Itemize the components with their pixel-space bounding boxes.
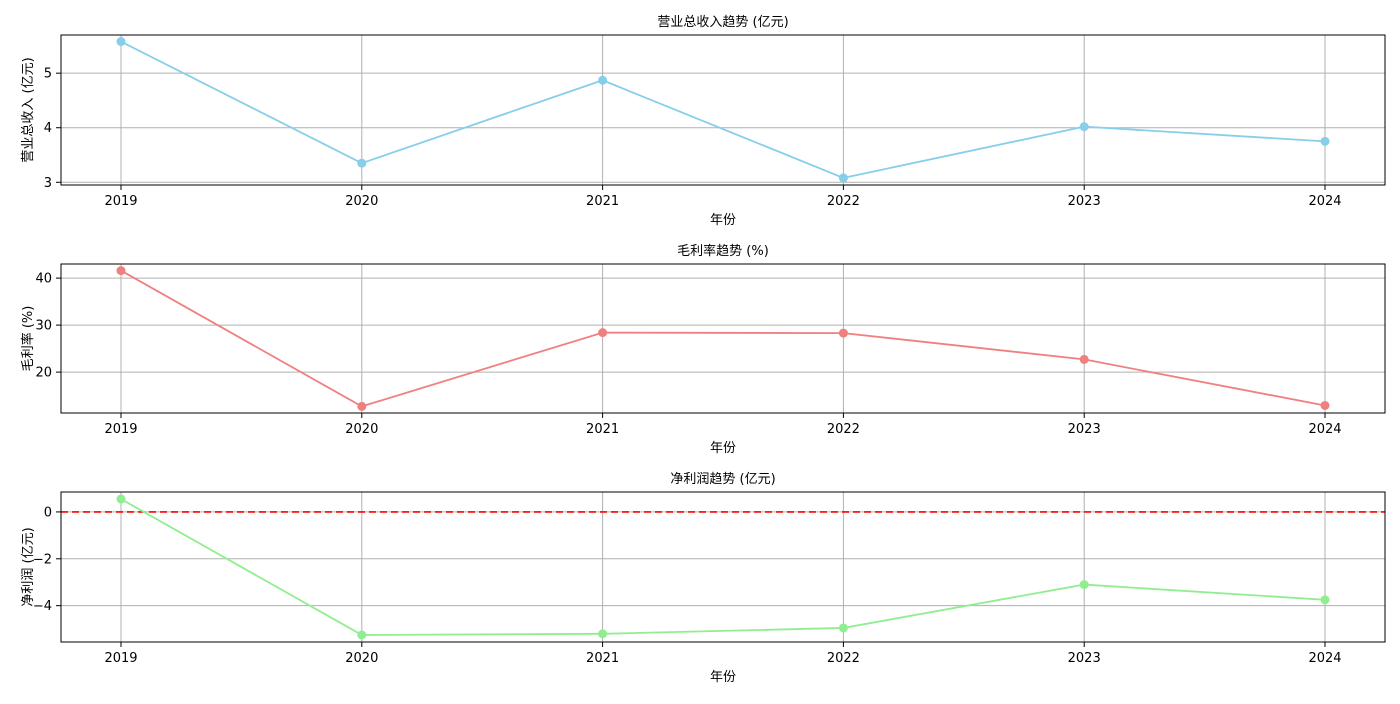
- data-point-2022: [838, 173, 848, 183]
- y-axis-label: 毛利率 (%): [20, 306, 36, 372]
- x-tick-label: 2023: [1068, 194, 1101, 209]
- data-point-2019: [116, 266, 126, 276]
- chart-title: 净利润趋势 (亿元): [670, 471, 775, 487]
- data-point-2019: [116, 37, 126, 47]
- x-tick-label: 2020: [345, 194, 378, 209]
- x-axis-label: 年份: [710, 670, 736, 685]
- y-tick-label: 3: [44, 176, 52, 191]
- x-tick-label: 2024: [1308, 194, 1341, 209]
- y-axis-label: 净利润 (亿元): [21, 527, 36, 606]
- data-point-2021: [598, 75, 608, 85]
- chart-panel-2: 2019 2020 2021 2022 2023 2024 20 30 40 毛利率趋势 (%) 年…: [20, 243, 1386, 456]
- x-tick-label: 2023: [1068, 651, 1101, 666]
- data-point-2021: [598, 328, 608, 338]
- y-tick-label: 5: [44, 67, 52, 82]
- x-tick-label: 2022: [827, 651, 860, 666]
- data-point-2022: [838, 623, 848, 633]
- chart-panel-3: 2019 2020 2021 2022 2023 2024 0 −2 −4 净利润趋势 (亿元) 年…: [21, 471, 1386, 685]
- data-point-2023: [1079, 122, 1089, 132]
- series-line: [120, 40, 1326, 179]
- data-point-2020: [357, 158, 367, 168]
- y-tick-label: 0: [44, 505, 52, 520]
- x-tick-label: 2021: [586, 194, 619, 209]
- chart-panel-1: 2019 2020 2021 2022 2023 2024 3 4 5 营业总收入趋势 (亿元) 年…: [21, 14, 1386, 228]
- x-axis-label: 年份: [710, 213, 736, 228]
- data-point-2022: [838, 328, 848, 338]
- x-tick-label: 2022: [827, 194, 860, 209]
- plot-frame: [60, 491, 1386, 643]
- data-point-2023: [1079, 354, 1089, 364]
- y-tick-label: 30: [35, 319, 52, 334]
- y-tick-label: −2: [33, 552, 52, 567]
- chart-title: 营业总收入趋势 (亿元): [657, 14, 788, 30]
- x-tick-label: 2024: [1308, 422, 1341, 437]
- data-point-2023: [1079, 580, 1089, 590]
- y-tick-label: 4: [44, 121, 52, 136]
- x-tick-label: 2023: [1068, 422, 1101, 437]
- chart-title: 毛利率趋势 (%): [677, 243, 769, 259]
- data-point-2019: [116, 494, 126, 504]
- x-tick-label: 2019: [104, 422, 137, 437]
- x-axis-label: 年份: [710, 441, 736, 456]
- plot-frame: [60, 263, 1386, 414]
- y-tick-label: 40: [35, 272, 52, 287]
- plot-frame: [60, 34, 1386, 186]
- series-line: [120, 498, 1326, 636]
- data-point-2024: [1320, 595, 1330, 605]
- data-point-2020: [357, 401, 367, 411]
- data-point-2024: [1320, 136, 1330, 146]
- x-tick-label: 2019: [104, 194, 137, 209]
- x-tick-label: 2021: [586, 422, 619, 437]
- series-line: [120, 269, 1326, 408]
- data-point-2021: [598, 629, 608, 639]
- x-tick-label: 2024: [1308, 651, 1341, 666]
- x-tick-label: 2019: [104, 651, 137, 666]
- x-tick-label: 2020: [345, 651, 378, 666]
- data-point-2024: [1320, 400, 1330, 410]
- x-tick-label: 2021: [586, 651, 619, 666]
- x-tick-label: 2022: [827, 422, 860, 437]
- x-tick-label: 2020: [345, 422, 378, 437]
- data-point-2020: [357, 630, 367, 640]
- y-tick-label: 20: [35, 366, 52, 381]
- y-tick-label: −4: [33, 599, 52, 614]
- y-axis-label: 营业总收入 (亿元): [21, 57, 36, 162]
